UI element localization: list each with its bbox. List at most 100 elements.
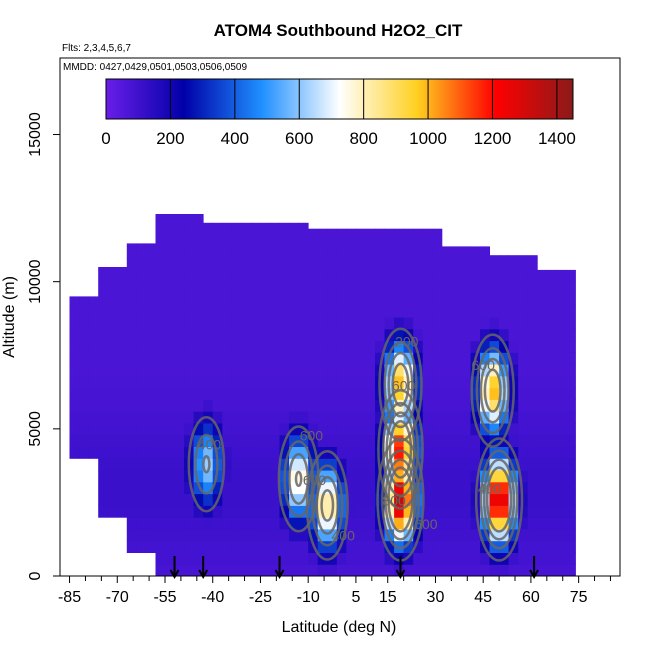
heatmap-cell <box>203 399 214 412</box>
heatmap-cell <box>546 340 557 353</box>
heatmap-cell <box>203 293 214 306</box>
heatmap-cell <box>308 305 319 318</box>
heatmap-cell <box>193 364 204 377</box>
colorbar-tick-label: 0 <box>101 129 110 148</box>
heatmap-cell <box>537 505 548 518</box>
heatmap-cell <box>222 340 233 353</box>
heatmap-cell <box>231 246 242 259</box>
contour-line <box>387 466 414 533</box>
heatmap-cell <box>346 564 357 576</box>
heatmap-cell <box>499 493 510 506</box>
heatmap-cell <box>126 423 137 436</box>
heatmap-cell <box>355 411 366 424</box>
heatmap-cell <box>384 399 395 412</box>
contour-line <box>283 440 314 518</box>
heatmap-cell <box>422 269 433 283</box>
heatmap-cell <box>222 399 233 412</box>
contour-line <box>387 351 414 418</box>
heatmap-cell <box>518 387 529 400</box>
heatmap-cell <box>107 470 118 483</box>
heatmap-cell <box>365 505 376 518</box>
heatmap-cell <box>165 411 175 424</box>
heatmap-cell <box>289 375 300 389</box>
heatmap-cell <box>222 470 233 483</box>
heatmap-cell <box>107 458 118 471</box>
heatmap-cell <box>470 399 481 412</box>
heatmap-cell <box>375 540 385 553</box>
heatmap-cell <box>98 364 109 377</box>
heatmap-cell <box>518 255 529 259</box>
heatmap-cell <box>508 552 519 565</box>
heatmap-cell <box>279 340 290 353</box>
heatmap-cell <box>518 505 529 518</box>
heatmap-cell <box>250 375 261 389</box>
heatmap-cell <box>432 411 443 424</box>
heatmap-cell <box>518 352 529 365</box>
heatmap-cell <box>499 305 510 318</box>
heatmap-cell <box>346 317 357 330</box>
heatmap-cell <box>489 387 500 400</box>
heatmap-cell <box>308 246 319 259</box>
heatmap-cell <box>289 552 300 565</box>
heatmap-cell <box>413 234 424 247</box>
heatmap-cell <box>203 528 214 542</box>
heatmap-cell <box>298 281 309 294</box>
heatmap-cell <box>174 246 185 259</box>
heatmap-cell <box>346 293 357 306</box>
heatmap-cell <box>165 340 175 353</box>
heatmap-cell <box>384 305 395 318</box>
heatmap-cell <box>546 481 557 495</box>
heatmap-cell <box>394 340 405 353</box>
heatmap-cell <box>184 481 195 495</box>
heatmap-cell <box>565 281 576 294</box>
heatmap-cell <box>98 493 109 506</box>
heatmap-cell <box>98 269 109 283</box>
heatmap-cell <box>145 505 156 518</box>
heatmap-cell <box>441 317 452 330</box>
heatmap-cell <box>413 564 424 576</box>
heatmap-cell <box>565 328 576 342</box>
heatmap-cell <box>403 258 414 271</box>
heatmap-cell <box>155 234 166 247</box>
heatmap-cell <box>193 214 204 224</box>
heatmap-cell <box>527 269 538 283</box>
heatmap-cell <box>184 540 195 553</box>
heatmap-cell <box>241 446 252 459</box>
heatmap-cell <box>499 328 510 342</box>
heatmap-cell <box>184 434 195 447</box>
heatmap-cell <box>460 458 471 471</box>
flight-arrow-head <box>395 569 406 580</box>
heatmap-cell <box>365 493 376 506</box>
heatmap-cell <box>165 364 175 377</box>
heatmap-cell <box>231 399 242 412</box>
heatmap-cell <box>126 293 137 306</box>
heatmap-cell <box>413 246 424 259</box>
heatmap-cell <box>336 564 347 576</box>
heatmap-cell <box>222 317 233 330</box>
heatmap-cell <box>403 540 414 553</box>
heatmap-cell <box>518 281 529 294</box>
heatmap-cell <box>375 246 385 259</box>
heatmap-cell <box>88 296 99 306</box>
heatmap-cell <box>355 352 366 365</box>
heatmap-cell <box>413 269 424 283</box>
heatmap-cell <box>69 364 80 377</box>
heatmap-cell <box>270 340 280 353</box>
heatmap-cell <box>203 222 214 236</box>
heatmap-cell <box>203 387 214 400</box>
heatmap-cell <box>184 246 195 259</box>
heatmap-cell <box>279 517 290 530</box>
heatmap-cell <box>470 269 481 283</box>
heatmap-cell <box>174 281 185 294</box>
heatmap-cell <box>88 340 99 353</box>
heatmap-cell <box>308 564 319 576</box>
heatmap-cell <box>107 305 118 318</box>
heatmap-cell <box>565 423 576 436</box>
heatmap-cell <box>537 470 548 483</box>
heatmap-cell <box>565 552 576 565</box>
heatmap-cell <box>460 423 471 436</box>
heatmap-cell <box>155 564 166 576</box>
heatmap-cell <box>527 470 538 483</box>
heatmap-cell <box>375 564 385 576</box>
heatmap-cell <box>556 293 567 306</box>
